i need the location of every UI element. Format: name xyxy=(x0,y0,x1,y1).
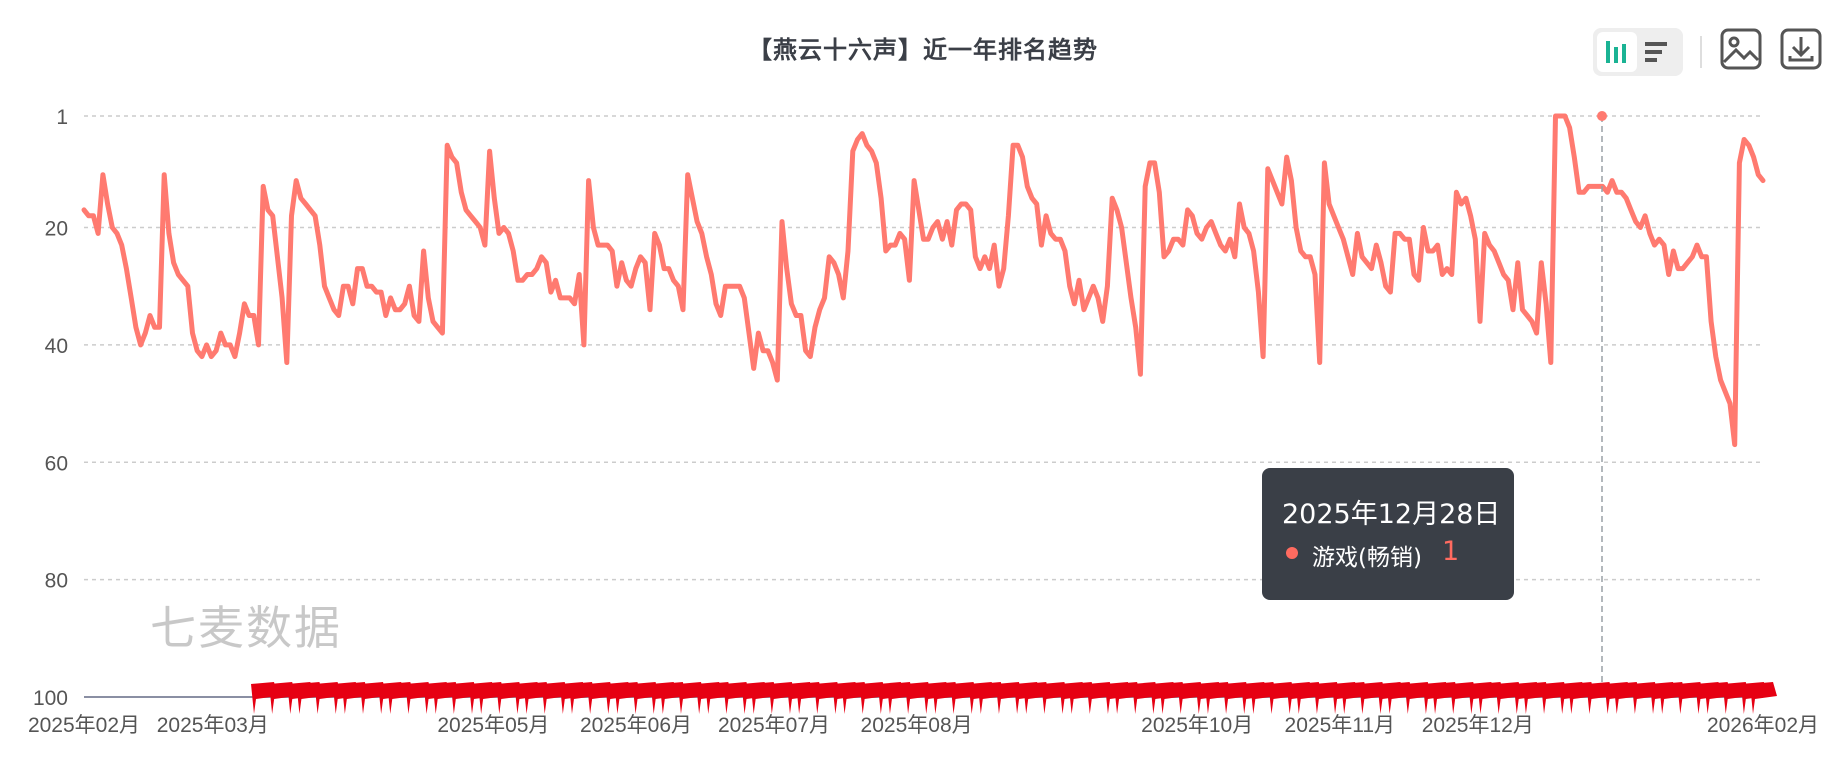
tooltip: 2025年12月28日 游戏(畅销) 1 xyxy=(1262,468,1514,600)
toolbar-divider xyxy=(1700,36,1702,68)
y-tick-label: 40 xyxy=(45,335,68,358)
bar-chart-icon[interactable] xyxy=(1597,32,1637,72)
image-icon[interactable] xyxy=(1720,28,1762,70)
x-tick-label: 2025年10月 xyxy=(1141,714,1253,737)
list-icon[interactable] xyxy=(1639,32,1679,72)
y-tick-label: 20 xyxy=(45,218,68,241)
x-tick-label: 2025年05月 xyxy=(437,714,549,737)
download-icon[interactable] xyxy=(1780,28,1822,70)
y-tick-label: 100 xyxy=(33,687,68,710)
y-tick-label: 60 xyxy=(45,452,68,475)
x-tick-label: 2025年07月 xyxy=(718,714,830,737)
x-tick-label: 2025年02月 xyxy=(28,714,140,737)
y-tick-label: 80 xyxy=(45,570,68,593)
event-flag-icon xyxy=(1750,682,1777,714)
x-tick-label: 2025年03月 xyxy=(157,714,269,737)
chart-title: 【燕云十六声】近一年排名趋势 xyxy=(748,36,1098,64)
x-tick-label: 2025年06月 xyxy=(580,714,692,737)
watermark: 七麦数据 xyxy=(150,601,342,655)
tooltip-date: 2025年12月28日 xyxy=(1282,499,1501,530)
tooltip-series-name: 游戏(畅销) xyxy=(1312,545,1422,571)
y-tick-label: 1 xyxy=(56,106,68,129)
x-tick-label: 2025年11月 xyxy=(1285,714,1396,737)
tooltip-series-dot xyxy=(1286,547,1298,559)
series-line-畅销 xyxy=(81,113,1766,448)
view-toggle[interactable] xyxy=(1593,28,1683,76)
highlight-point xyxy=(1597,111,1607,121)
tooltip-value: 1 xyxy=(1442,536,1460,567)
x-tick-label: 2026年02月 xyxy=(1707,714,1819,737)
x-tick-label: 2025年12月 xyxy=(1422,714,1534,737)
x-tick-label: 2025年08月 xyxy=(861,714,973,737)
